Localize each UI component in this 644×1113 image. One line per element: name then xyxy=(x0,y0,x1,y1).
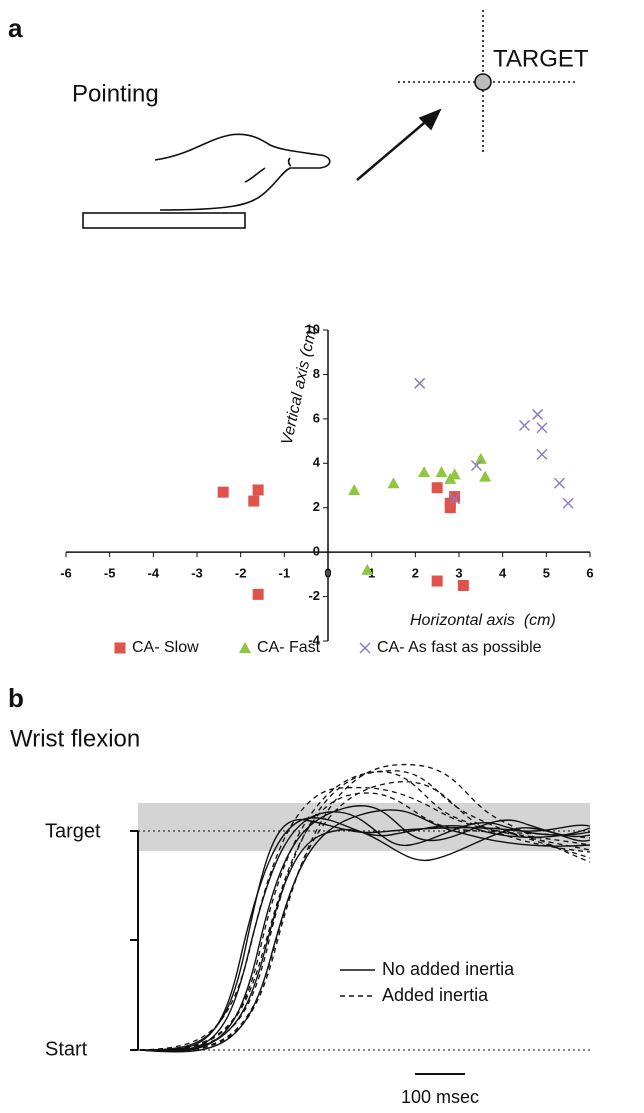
traces xyxy=(139,805,591,1053)
pointing-label: Pointing xyxy=(72,80,159,107)
scale-bar-label: 100 msec xyxy=(401,1087,479,1107)
x-tick-label: 0 xyxy=(324,566,331,581)
y-tick-label: 6 xyxy=(313,410,320,425)
point xyxy=(252,588,264,600)
traces-dashed xyxy=(139,763,591,1052)
illustration xyxy=(82,10,575,229)
x-tick-label: 4 xyxy=(499,566,507,581)
point xyxy=(248,495,260,507)
legend-label: No added inertia xyxy=(382,959,515,979)
point xyxy=(431,482,443,494)
y-tick-label: 10 xyxy=(306,321,320,336)
y-tick-label: -4 xyxy=(308,632,320,647)
panel-title: Wrist flexion xyxy=(10,725,140,752)
x-tick-label: -4 xyxy=(148,566,160,581)
point xyxy=(431,575,443,587)
point xyxy=(518,419,531,432)
start-level: Start xyxy=(45,1038,88,1060)
point xyxy=(348,483,361,495)
point xyxy=(536,422,548,434)
x-tick-label: -6 xyxy=(60,566,72,581)
y-tick-label: 2 xyxy=(313,499,320,514)
legend-label: CA- As fast as possible xyxy=(377,639,542,656)
point xyxy=(449,493,461,505)
x-tick-label: 2 xyxy=(412,566,419,581)
point xyxy=(217,486,229,498)
point xyxy=(361,563,374,575)
point xyxy=(449,491,461,503)
x-tick-label: -5 xyxy=(104,566,116,581)
x-tick-label: -2 xyxy=(235,566,247,581)
point xyxy=(532,408,544,420)
legend-label: Added inertia xyxy=(382,985,489,1005)
point xyxy=(448,468,461,480)
y-tick-label: 0 xyxy=(313,544,320,559)
legend-marker xyxy=(239,642,251,653)
x-axis-title: Horizontal axis (cm) xyxy=(410,612,556,629)
target-level: Target xyxy=(45,820,101,842)
point xyxy=(387,477,400,489)
y-axis-title: Vertical axis (cm) xyxy=(279,323,321,446)
x-tick-label: 3 xyxy=(455,566,462,581)
x-tick-label: -3 xyxy=(191,566,203,581)
panel-label: b xyxy=(8,683,24,713)
x-tick-label: 6 xyxy=(586,566,593,581)
point xyxy=(418,466,431,478)
panel-label: a xyxy=(8,13,23,43)
legend-label: CA- Fast xyxy=(257,639,321,656)
legend-marker xyxy=(114,642,126,654)
point xyxy=(562,497,574,509)
point xyxy=(474,452,487,464)
point xyxy=(457,579,469,591)
point xyxy=(470,459,482,472)
point xyxy=(414,377,426,389)
scatter-plot: -6-5-4-3-2-10123456-4-20246810Horizontal… xyxy=(60,321,593,656)
vertical-axis xyxy=(130,830,139,1051)
target-label: TARGET xyxy=(493,45,589,72)
point xyxy=(479,470,492,482)
y-tick-label: -2 xyxy=(308,588,320,603)
legend-marker xyxy=(359,642,371,654)
legend-label: CA- Slow xyxy=(132,639,199,656)
point xyxy=(252,484,264,496)
trace-legend: No added inertia Added inertia xyxy=(340,959,515,1005)
x-tick-label: -1 xyxy=(279,566,291,581)
point xyxy=(553,477,565,489)
point xyxy=(435,466,448,478)
y-tick-label: 8 xyxy=(313,366,320,381)
y-tick-label: 4 xyxy=(313,455,321,470)
x-tick-label: 5 xyxy=(543,566,550,581)
point xyxy=(536,448,548,460)
